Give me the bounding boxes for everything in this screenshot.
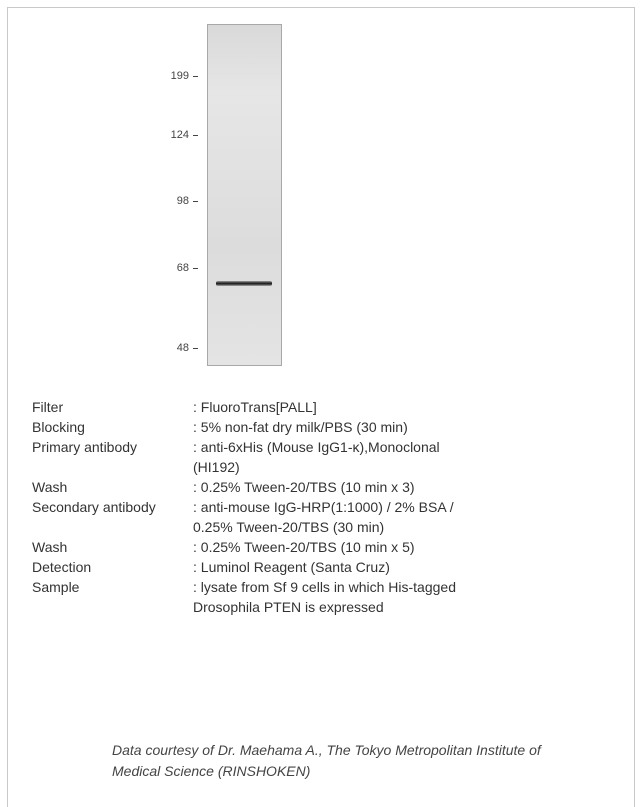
condition-value: : 5% non-fat dry milk/PBS (30 min) [193, 419, 408, 435]
marker-label: 98 [176, 195, 189, 207]
marker-124: 124 [138, 129, 198, 141]
condition-row: Filter : FluoroTrans[PALL] [32, 397, 612, 417]
condition-key: Sample [32, 579, 80, 595]
condition-key: Detection [32, 559, 92, 575]
western-blot-figure: 199 124 98 68 48 [0, 0, 643, 380]
condition-row: Blocking : 5% non-fat dry milk/PBS (30 m… [32, 417, 612, 437]
condition-row: Wash : 0.25% Tween-20/TBS (10 min x 5) [32, 537, 612, 557]
marker-label: 124 [170, 129, 189, 141]
blot-lane [207, 24, 282, 366]
marker-label: 68 [176, 262, 189, 274]
marker-68: 68 [138, 262, 198, 274]
marker-tick [193, 200, 198, 202]
condition-row: Secondary antibody : anti-mouse IgG-HRP(… [32, 497, 612, 537]
condition-value: : FluoroTrans[PALL] [193, 399, 317, 415]
data-credit: Data courtesy of Dr. Maehama A., The Tok… [112, 742, 541, 779]
condition-key: Primary antibody [32, 439, 138, 455]
marker-tick [193, 75, 198, 77]
condition-value: : lysate from Sf 9 cells in which His-ta… [193, 579, 456, 615]
marker-98: 98 [138, 195, 198, 207]
protein-band [216, 281, 272, 286]
condition-row: Sample : lysate from Sf 9 cells in which… [32, 577, 612, 617]
condition-row: Wash : 0.25% Tween-20/TBS (10 min x 3) [32, 477, 612, 497]
marker-tick [193, 134, 198, 136]
condition-value: : anti-6xHis (Mouse IgG1-κ),Monoclonal (… [193, 439, 440, 475]
marker-tick [193, 347, 198, 349]
experimental-conditions: Filter : FluoroTrans[PALL] Blocking : 5%… [32, 397, 612, 617]
condition-value: : 0.25% Tween-20/TBS (10 min x 5) [193, 539, 415, 555]
condition-key: Blocking [32, 419, 85, 435]
condition-key: Filter [32, 399, 64, 415]
condition-row: Detection : Luminol Reagent (Santa Cruz) [32, 557, 612, 577]
condition-value: : anti-mouse IgG-HRP(1:1000) / 2% BSA / … [193, 499, 454, 535]
marker-label: 199 [170, 70, 189, 82]
marker-48: 48 [138, 342, 198, 354]
marker-tick [193, 267, 198, 269]
condition-key: Wash [32, 539, 68, 555]
condition-value: : Luminol Reagent (Santa Cruz) [193, 559, 390, 575]
condition-row: Primary antibody : anti-6xHis (Mouse IgG… [32, 437, 612, 477]
condition-value: : 0.25% Tween-20/TBS (10 min x 3) [193, 479, 415, 495]
condition-key: Secondary antibody [32, 499, 156, 515]
marker-label: 48 [176, 342, 189, 354]
marker-199: 199 [138, 70, 198, 82]
condition-key: Wash [32, 479, 68, 495]
content-frame [7, 7, 635, 807]
